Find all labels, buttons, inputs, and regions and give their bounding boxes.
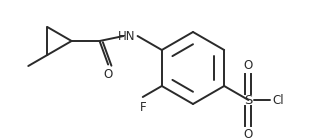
Text: F: F (139, 101, 146, 114)
Text: Cl: Cl (273, 94, 284, 107)
Text: O: O (244, 59, 253, 72)
Text: O: O (244, 128, 253, 140)
Text: O: O (104, 68, 113, 81)
Text: HN: HN (118, 30, 135, 43)
Text: S: S (244, 94, 253, 107)
